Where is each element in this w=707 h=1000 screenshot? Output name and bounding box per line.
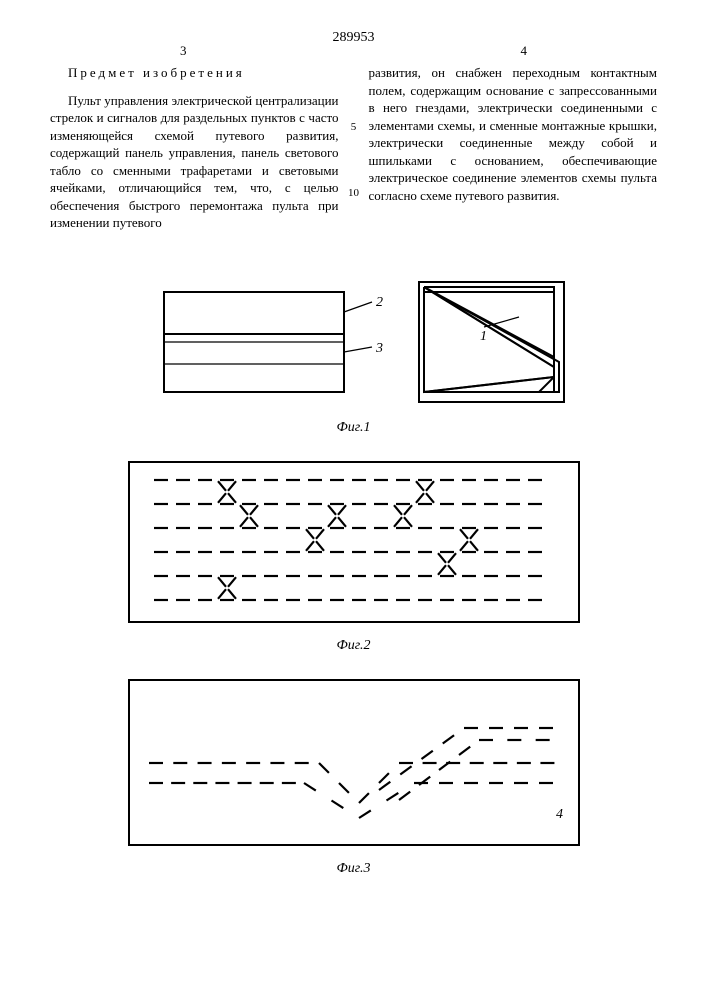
fig1-caption: Фиг.1	[50, 420, 657, 436]
line-number-5: 5	[345, 120, 363, 135]
label-1: 1	[480, 329, 487, 344]
fig2-caption: Фиг.2	[50, 638, 657, 654]
left-column: Предмет изобретения Пульт управления эле…	[50, 64, 339, 232]
right-column: развития, он снабжен переходным контактн…	[369, 64, 658, 232]
col-number-left: 3	[180, 42, 187, 60]
left-paragraph: Пульт управления электрической централиз…	[50, 92, 339, 232]
col-number-right: 4	[521, 42, 528, 60]
label-4: 4	[556, 807, 563, 822]
text-columns: 3 4 5 10 Предмет изобретения Пульт управ…	[50, 64, 657, 232]
line-number-10: 10	[345, 186, 363, 201]
fig3-caption: Фиг.3	[50, 861, 657, 877]
doc-number: 289953	[50, 30, 657, 46]
figure-3: 4	[124, 678, 584, 853]
label-3: 3	[375, 341, 383, 356]
label-2: 2	[376, 295, 383, 310]
section-heading: Предмет изобретения	[50, 64, 339, 82]
right-paragraph: развития, он снабжен переходным контактн…	[369, 64, 658, 204]
figure-1: 2 3 1	[124, 262, 584, 412]
figure-2	[124, 460, 584, 630]
